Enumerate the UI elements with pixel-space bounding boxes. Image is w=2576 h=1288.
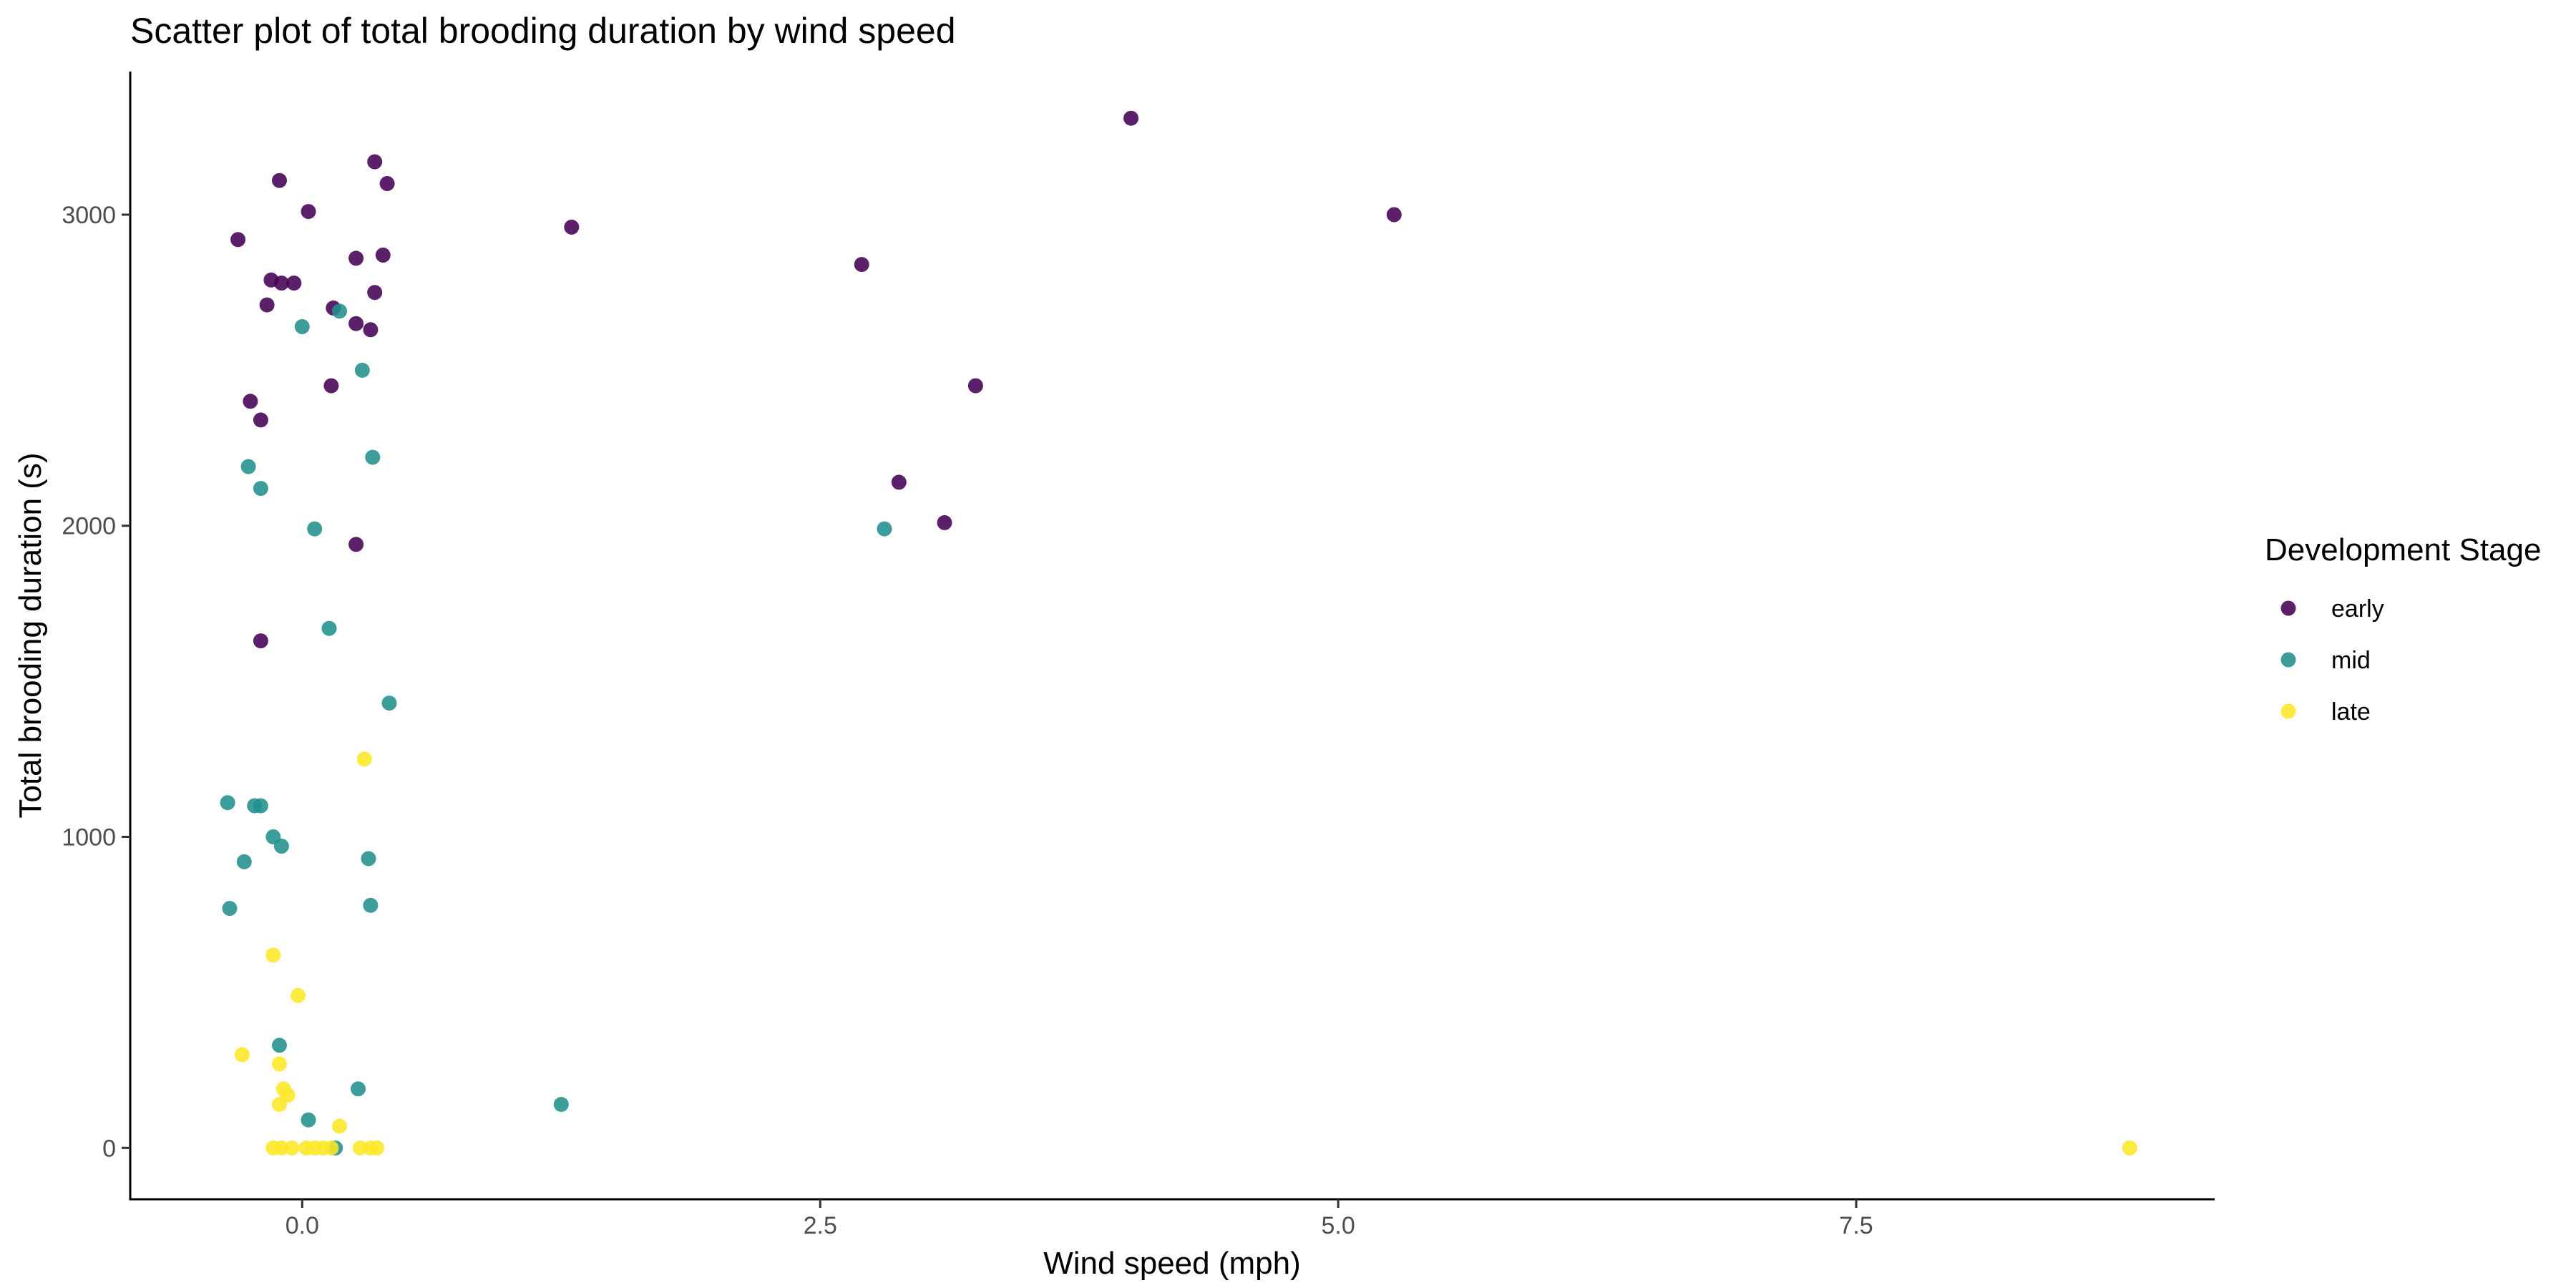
point-early-6 [273,275,289,291]
point-mid-3 [365,449,381,465]
point-early-15 [323,378,339,394]
legend-key-early [2280,600,2296,616]
point-mid-5 [253,481,268,497]
point-early-24 [967,378,983,394]
point-early-22 [1123,110,1139,126]
point-mid-20 [301,1112,316,1128]
x-axis-ticks: 0.0 2.5 5.0 7.5 [286,1199,1873,1239]
point-early-10 [348,250,364,266]
legend-key-mid [2280,652,2296,668]
point-late-8 [332,1118,347,1134]
point-early-7 [286,275,302,291]
point-late-16 [352,1140,368,1156]
point-late-1 [265,947,281,963]
point-mid-4 [240,459,256,474]
legend-entries: early mid late [2280,595,2384,726]
point-mid-16 [222,901,238,916]
point-mid-9 [220,795,235,811]
point-mid-13 [273,839,289,854]
point-early-11 [375,248,391,263]
point-mid-8 [381,696,397,711]
point-early-8 [259,297,275,313]
legend-label-mid: mid [2331,647,2371,674]
point-early-4 [379,176,395,191]
legend: Development Stage early mid late [2265,532,2541,726]
point-late-15 [323,1140,339,1156]
y-axis-title: Total brooding duration (s) [13,452,48,818]
point-mid-22 [553,1096,569,1112]
point-mid-15 [361,851,376,867]
point-early-16 [243,394,258,409]
point-mid-18 [272,1038,287,1053]
point-late-11 [284,1140,300,1156]
point-early-25 [891,474,907,490]
point-early-14 [363,322,379,338]
point-early-12 [367,285,383,301]
legend-label-late: late [2331,698,2371,726]
legend-key-late [2280,703,2296,719]
point-mid-2 [354,362,370,378]
point-mid-1 [294,319,310,334]
x-tick-label: 2.5 [804,1212,837,1239]
point-mid-7 [321,620,337,636]
point-mid-14 [236,854,252,869]
x-tick-label: 0.0 [286,1212,319,1239]
point-mid-11 [253,798,268,814]
y-tick-label: 2000 [62,513,116,540]
y-axis-ticks: 0 1000 2000 3000 [62,202,130,1162]
point-late-2 [291,987,306,1003]
x-axis-title: Wind speed (mph) [1043,1246,1300,1281]
point-early-20 [564,219,580,235]
point-mid-19 [351,1081,366,1097]
point-early-21 [854,257,869,273]
point-early-1 [272,172,287,188]
legend-title: Development Stage [2265,532,2541,567]
point-late-19 [2122,1140,2137,1156]
point-late-4 [272,1056,287,1072]
plot-area: 0.0 2.5 5.0 7.5 0 1000 2000 3000 [62,72,2215,1239]
point-early-26 [937,514,952,530]
point-early-2 [301,204,316,220]
y-tick-label: 3000 [62,202,116,229]
data-points [220,110,2137,1156]
x-tick-label: 5.0 [1322,1212,1355,1239]
point-mid-17 [363,897,379,913]
point-mid-0 [332,303,347,319]
y-tick-label: 0 [102,1135,116,1162]
point-early-18 [348,537,364,552]
chart-title: Scatter plot of total brooding duration … [130,11,956,51]
point-early-17 [253,412,268,428]
point-late-3 [234,1047,250,1063]
point-late-10 [273,1140,289,1156]
y-tick-label: 1000 [62,824,116,852]
point-mid-6 [307,521,323,537]
point-early-23 [1386,207,1402,223]
point-late-0 [356,751,372,767]
point-early-0 [230,232,246,248]
legend-label-early: early [2331,595,2384,623]
point-early-19 [253,633,268,649]
point-early-3 [367,154,383,170]
point-late-18 [369,1140,385,1156]
point-early-13 [348,316,364,331]
x-tick-label: 7.5 [1839,1212,1873,1239]
point-mid-23 [877,521,892,537]
point-late-7 [272,1096,287,1112]
